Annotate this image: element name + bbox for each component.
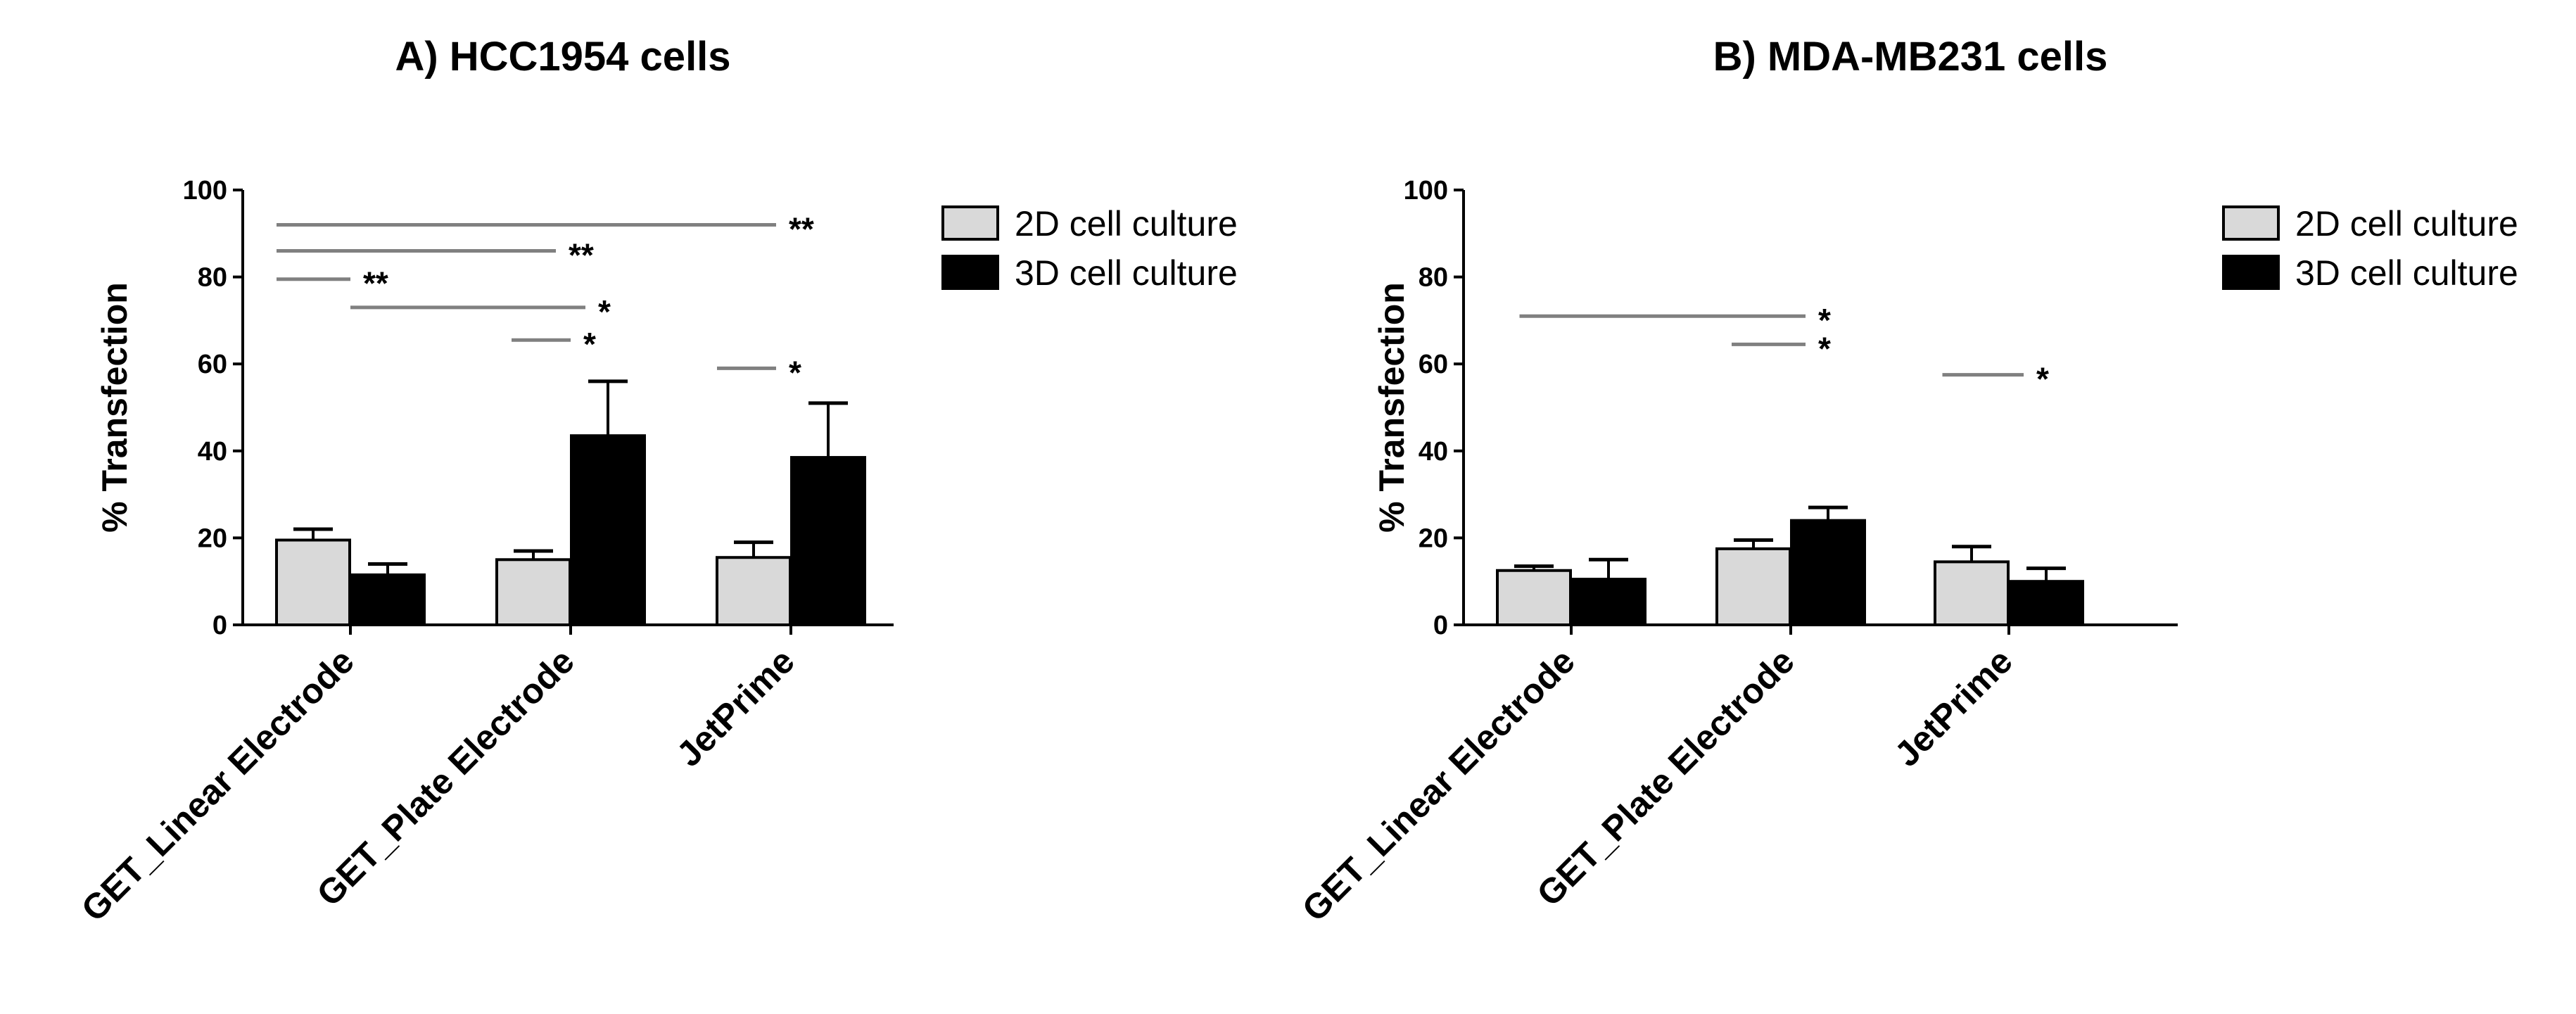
panel-a-legend-swatch-3d [941, 255, 999, 290]
panel-b-bar-3d [2008, 580, 2084, 627]
panel-a-y-tick-label: 20 [198, 524, 227, 553]
panel-a-category-label: GET_Plate Electrode [309, 641, 581, 913]
panel-a-category-label: JetPrime [669, 641, 802, 774]
panel-b-bar-2d [1496, 569, 1572, 626]
panel-b-significance-label: * [1818, 330, 1831, 367]
panel-b-y-tick-label: 80 [1419, 263, 1448, 293]
panel-a-bar-2d [716, 556, 792, 627]
panel-b-legend-swatch-3d [2222, 255, 2280, 290]
panel-b-legend-label-3d: 3D cell culture [2295, 253, 2518, 293]
panel-b-y-tick-label: 40 [1419, 437, 1448, 467]
panel-b-bar-3d [1790, 519, 1866, 626]
panel-a-bar-2d [275, 538, 351, 626]
panel-b-bar-2d [1715, 547, 1791, 626]
panel-b-bar-3d [1571, 578, 1647, 626]
panel-b-y-tick-label: 0 [1433, 611, 1448, 640]
panel-a-y-tick-label: 80 [198, 263, 227, 293]
panel-b-significance-label: * [1818, 302, 1831, 338]
panel-a-bar-3d [350, 573, 426, 626]
panel-a-bar-2d [495, 558, 571, 626]
panel-a-group: A) HCC1954 cells % Transfection 0 20 40 60 80 1… [74, 34, 1238, 929]
panel-a-y-axis-label: % Transfection [95, 282, 134, 533]
panel-a-legend-label-3d: 3D cell culture [1015, 253, 1238, 293]
panel-b-y-axis-label: % Transfection [1372, 282, 1411, 533]
panel-a-y-tick-label: 0 [212, 611, 227, 640]
panel-a-chart-title: A) HCC1954 cells [395, 34, 730, 80]
panel-b-significance-label: * [2036, 361, 2049, 398]
panel-a-significance-label: ** [789, 210, 814, 247]
panel-a-legend-label-2d: 2D cell culture [1015, 204, 1238, 243]
panel-a-bar-3d [570, 434, 646, 626]
panel-b-category-label: GET_Plate Electrode [1529, 641, 1801, 913]
panel-b-chart-title: B) MDA-MB231 cells [1713, 34, 2108, 80]
panel-a-y-tick-label: 60 [198, 350, 227, 379]
panel-b-legend-swatch-2d [2222, 205, 2280, 241]
panel-b-y-tick-label: 20 [1419, 524, 1448, 553]
panel-a-y-tick-label: 100 [183, 176, 227, 205]
panel-a-significance-label: * [598, 293, 611, 330]
panel-a-significance-label: * [583, 326, 596, 362]
panel-a-significance-label: ** [569, 237, 594, 274]
panel-a-significance-label: * [789, 354, 801, 391]
panel-a-bar-3d [790, 456, 866, 626]
panel-a-y-tick-label: 40 [198, 437, 227, 467]
panel-a-significance-label: ** [363, 265, 388, 302]
panel-b-bar-2d [1934, 560, 2010, 627]
panel-b-y-tick-label: 60 [1419, 350, 1448, 379]
panel-b-legend-label-2d: 2D cell culture [2295, 204, 2518, 243]
panel-b-category-label: JetPrime [1887, 641, 2020, 774]
panel-b-group: B) MDA-MB231 cells % Transfection 0 20 40 60 8… [1295, 34, 2518, 929]
panel-b-y-tick-label: 100 [1404, 176, 1448, 205]
panel-a-legend-swatch-2d [941, 205, 999, 241]
